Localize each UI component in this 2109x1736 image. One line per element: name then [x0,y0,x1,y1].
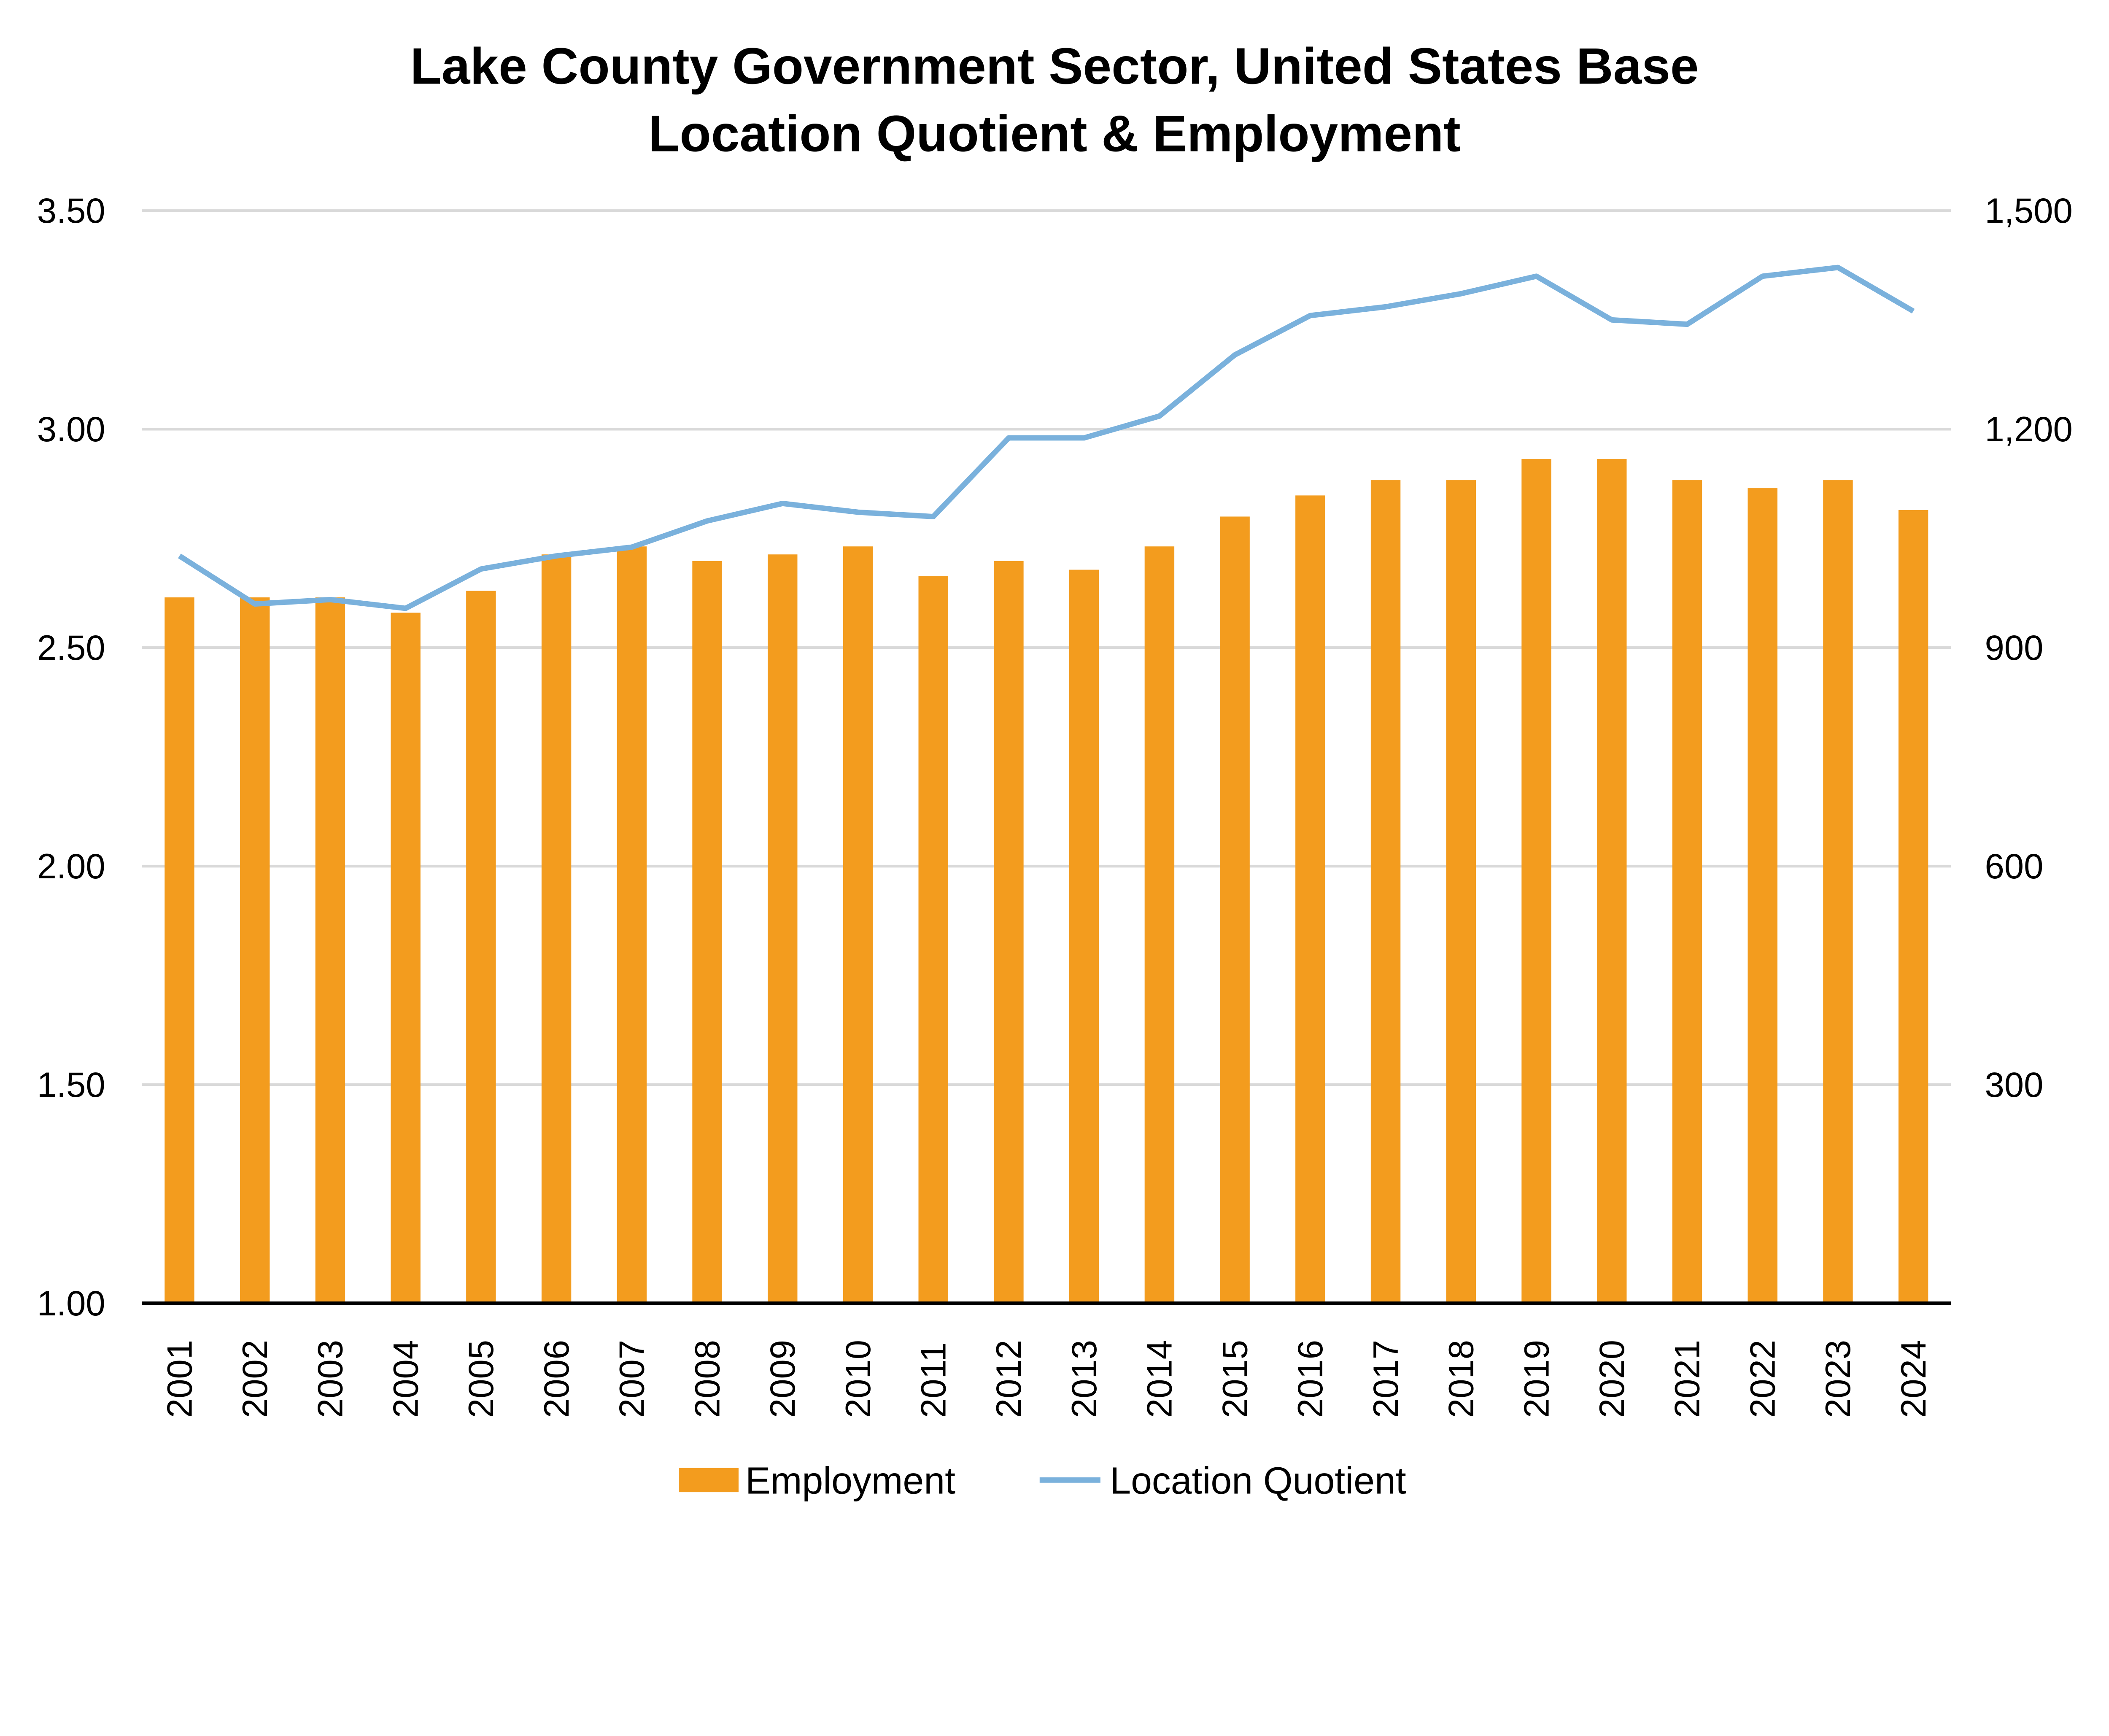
bar-employment-2008 [692,561,722,1303]
x-axis-tick-label: 2014 [1140,1340,1179,1418]
bar-employment-2009 [768,554,798,1303]
x-axis-tick-label: 2023 [1818,1340,1858,1418]
x-axis-tick-label: 2020 [1592,1340,1632,1418]
x-axis-tick-label: 2007 [612,1340,652,1418]
left-axis-tick-label: 3.00 [37,410,105,449]
x-axis-tick-label: 2005 [461,1340,501,1418]
bar-employment-2019 [1521,459,1551,1303]
x-axis-tick-label: 2016 [1291,1340,1330,1418]
bar-employment-2020 [1597,459,1627,1303]
left-axis-tick-label: 1.50 [37,1065,105,1104]
x-axis-tick-label: 2013 [1065,1340,1104,1418]
bar-employment-2012 [994,561,1024,1303]
x-axis-tick-label: 2012 [989,1340,1028,1418]
bar-employment-2018 [1446,480,1476,1303]
bar-employment-2017 [1370,480,1401,1303]
legend: Employment Location Quotient [679,1459,1406,1501]
left-axis-tick-label: 1.00 [37,1284,105,1323]
x-axis-tick-label: 2009 [763,1340,802,1418]
bar-employment-2001 [165,597,194,1303]
right-axis-tick-label: 1,200 [1985,410,2073,449]
chart-title-line-2: Location Quotient & Employment [648,105,1461,162]
x-axis-tick-label: 2008 [688,1340,727,1418]
x-axis-tick-label: 2010 [839,1340,878,1418]
point-location-quotient-2003 [330,599,331,600]
line-location-quotient [178,265,1915,611]
bar-employment-2022 [1748,488,1777,1303]
bar-employment-2023 [1823,480,1853,1303]
left-axis-tick-label: 2.00 [37,847,105,886]
x-axis-tick-label: 2021 [1668,1340,1707,1418]
bar-employment-2010 [843,546,873,1303]
bar-employment-2004 [391,613,421,1303]
bar-employment-2014 [1144,546,1175,1303]
left-axis-tick-label: 2.50 [37,628,105,667]
bar-employment-2007 [617,546,647,1303]
right-axis-tick-label: 1,500 [1985,191,2073,230]
legend-label-employment: Employment [745,1459,955,1501]
bar-employment-2024 [1898,510,1928,1303]
bar-employment-2011 [918,576,948,1303]
point-location-quotient-2007 [631,547,632,548]
chart: Lake County Government Sector, United St… [37,37,2073,1501]
bar-employment-2015 [1220,516,1250,1303]
bar-employment-2016 [1295,495,1325,1303]
x-axis-tick-label: 2019 [1517,1340,1556,1418]
point-location-quotient-2009 [782,503,783,504]
bar-employment-2005 [466,591,496,1303]
x-axis-tick-label: 2011 [914,1342,953,1418]
x-axis-tick-label: 2003 [311,1340,350,1418]
right-axis-tick-label: 900 [1985,628,2044,667]
x-axis-tick-label: 2006 [537,1340,576,1418]
bar-employment-2003 [315,597,345,1303]
left-axis-tick-label: 3.50 [37,191,105,230]
x-axis-tick-label: 2004 [386,1340,425,1418]
legend-swatch-employment [679,1468,739,1493]
chart-title-line-1: Lake County Government Sector, United St… [410,37,1699,94]
x-axis-tick-label: 2017 [1366,1340,1405,1418]
legend-label-location-quotient: Location Quotient [1110,1459,1406,1501]
point-location-quotient-2004 [405,608,406,609]
right-axis-tick-label: 600 [1985,847,2044,886]
x-axis-tick-label: 2022 [1743,1340,1782,1418]
x-axis-tick-label: 2001 [160,1340,199,1418]
x-axis-tick-label: 2015 [1215,1340,1254,1418]
bar-employment-2006 [541,554,572,1303]
bar-employment-2002 [240,597,270,1303]
right-axis-tick-label: 300 [1985,1065,2044,1104]
x-axis-tick-label: 2018 [1442,1340,1481,1418]
bar-employment-2021 [1672,480,1702,1303]
x-axis-tick-label: 2024 [1894,1340,1933,1418]
bar-employment-2013 [1069,570,1099,1303]
x-axis-tick-label: 2002 [235,1340,275,1418]
